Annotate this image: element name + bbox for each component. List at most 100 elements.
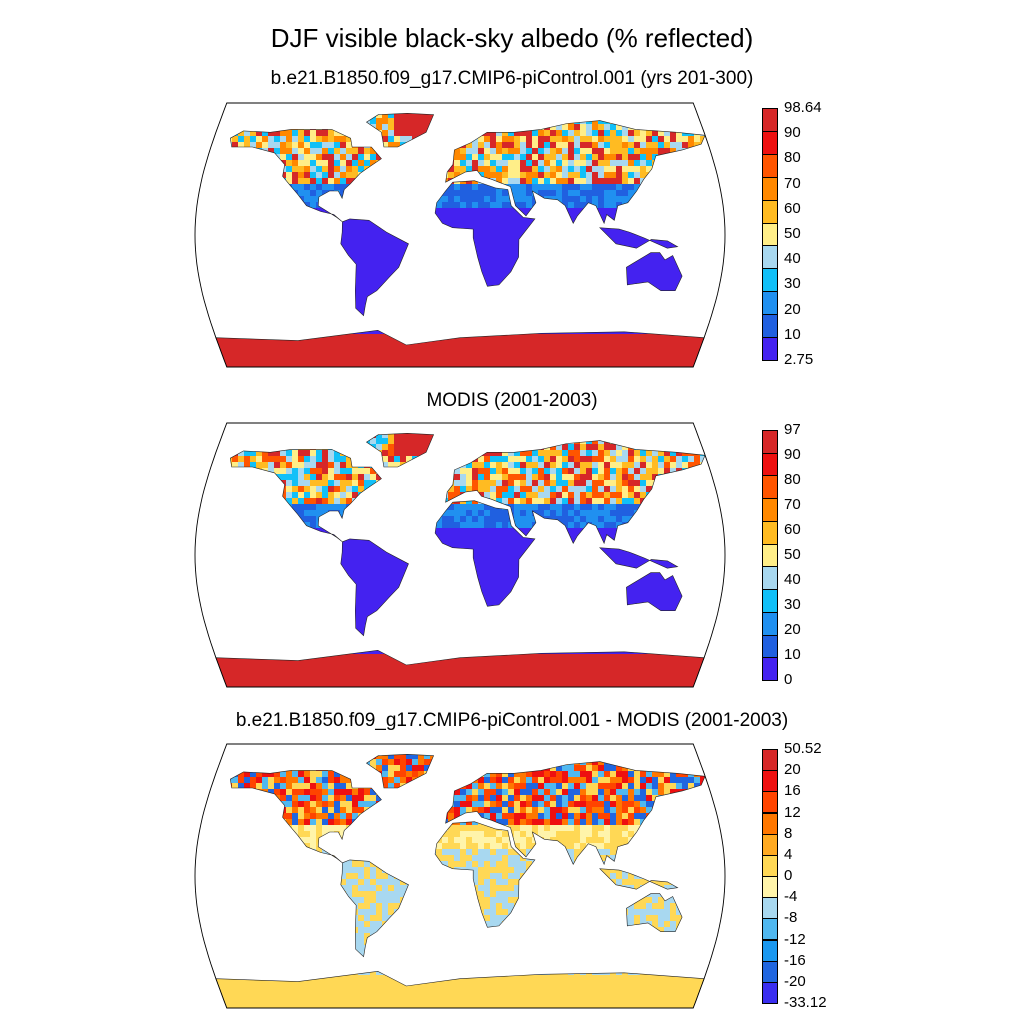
colorbar-swatch: [762, 876, 778, 899]
coastline-africa: [434, 180, 536, 287]
coastline-eurasia: [445, 120, 706, 225]
colorbar-label: -16: [784, 951, 806, 969]
colorbar-swatch: [762, 939, 778, 962]
colorbar-swatch: [762, 749, 778, 772]
colorbar-swatch: [762, 314, 778, 339]
colorbar-swatch: [762, 589, 778, 613]
coastline-indonesia: [599, 547, 679, 569]
colorbar-label: 60: [784, 199, 801, 217]
map-diff: [194, 743, 726, 1009]
colorbar-label: 70: [784, 174, 801, 192]
colorbar-swatch: [762, 791, 778, 814]
colorbar-swatch: [762, 337, 778, 361]
colorbar-swatch: [762, 176, 778, 201]
colorbar-label: 0: [784, 671, 793, 688]
map-outline: [194, 102, 726, 368]
coastline-greenland: [365, 432, 435, 468]
colorbar-label: 40: [784, 250, 801, 268]
colorbar-label: 10: [784, 325, 801, 343]
colorbar-label: 4: [784, 845, 793, 863]
colorbar-swatch: [762, 199, 778, 224]
land-field: [215, 433, 706, 687]
coastline-greenland: [365, 112, 435, 148]
colorbar-swatch: [762, 291, 778, 316]
colorbar-diff: [762, 749, 778, 1004]
colorbar-swatch: [762, 475, 778, 500]
colorbar-label: 70: [784, 496, 801, 513]
coastline-australia: [626, 572, 683, 611]
colorbar-label: 50: [784, 225, 801, 242]
colorbar-label: 20: [784, 300, 801, 318]
colorbar-swatch: [762, 897, 778, 920]
land-field: [215, 754, 706, 1008]
main-title: DJF visible black-sky albedo (% reflecte…: [270, 23, 754, 53]
colorbar-label: -20: [784, 972, 806, 990]
colorbar-label: 20: [784, 761, 801, 779]
coastline-africa: [434, 821, 536, 928]
panel-title-modis: MODIS (2001-2003): [426, 390, 598, 411]
map-outline: [194, 743, 726, 1009]
colorbar-label: 50.52: [784, 740, 822, 757]
colorbar-label: 97: [784, 421, 801, 438]
map-modis: [194, 422, 726, 688]
map-outline: [194, 422, 726, 688]
colorbar-swatch: [762, 918, 778, 941]
colorbar-label: 90: [784, 124, 801, 142]
colorbar-label: 50: [784, 546, 801, 563]
colorbar-swatch: [762, 657, 778, 681]
coastline-australia: [626, 893, 683, 932]
colorbar-label: 90: [784, 446, 801, 463]
colorbar-label: 12: [784, 803, 801, 821]
colorbar-label: -33.12: [784, 994, 827, 1011]
colorbar-swatch: [762, 520, 778, 545]
colorbar-modis: [762, 430, 778, 681]
land-field: [215, 113, 706, 367]
colorbar-swatch: [762, 430, 778, 454]
colorbar-label: 60: [784, 521, 801, 538]
coastline-greenland: [365, 753, 435, 789]
colorbar-label: 16: [784, 782, 801, 800]
coastline-namerica: [229, 770, 382, 864]
colorbar-model: [762, 108, 778, 361]
colorbar-swatch: [762, 812, 778, 835]
coastline-eurasia: [445, 440, 706, 545]
colorbar-swatch: [762, 833, 778, 856]
colorbar-swatch: [762, 498, 778, 522]
colorbar-swatch: [762, 566, 778, 591]
colorbar-label: -12: [784, 930, 806, 948]
colorbar-swatch: [762, 981, 778, 1004]
colorbar-label: 98.64: [784, 99, 822, 116]
coastline-eurasia: [445, 761, 706, 866]
colorbar-label: 8: [784, 824, 793, 842]
panel-title-diff: b.e21.B1850.f09_g17.CMIP6-piControl.001 …: [235, 710, 789, 731]
coastline-namerica: [229, 449, 382, 543]
coastline-samerica: [340, 538, 409, 637]
colorbar-swatch: [762, 634, 778, 659]
colorbar-swatch: [762, 452, 778, 477]
coastline-indonesia: [599, 868, 679, 890]
coastline-samerica: [340, 218, 409, 317]
coastline-africa: [434, 500, 536, 607]
colorbar-label: 40: [784, 571, 801, 588]
coastline-namerica: [229, 129, 382, 223]
coastline-australia: [626, 252, 683, 291]
colorbar-swatch: [762, 854, 778, 877]
colorbar-swatch: [762, 268, 778, 293]
colorbar-label: 10: [784, 646, 801, 663]
colorbar-label: 20: [784, 621, 801, 638]
colorbar-swatch: [762, 153, 778, 178]
colorbar-label: -8: [784, 909, 798, 927]
panel-title-model: b.e21.B1850.f09_g17.CMIP6-piControl.001 …: [270, 68, 754, 89]
colorbar-swatch: [762, 222, 778, 247]
coastline-indonesia: [599, 227, 679, 249]
colorbar-swatch: [762, 770, 778, 793]
map-model: [194, 102, 726, 368]
colorbar-swatch: [762, 611, 778, 636]
colorbar-label: 80: [784, 471, 801, 488]
colorbar-swatch: [762, 130, 778, 155]
colorbar-label: 80: [784, 149, 801, 167]
colorbar-label: -4: [784, 888, 798, 906]
colorbar-swatch: [762, 108, 778, 132]
colorbar-label: 0: [784, 867, 793, 884]
colorbar-label: 2.75: [784, 351, 814, 368]
